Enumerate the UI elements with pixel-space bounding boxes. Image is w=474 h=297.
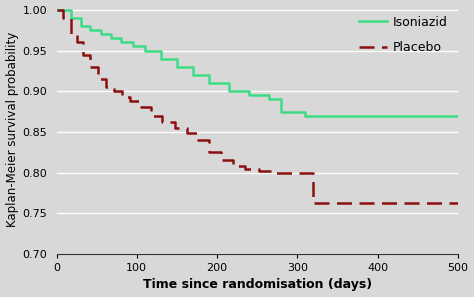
Placebo <box>230 164 236 168</box>
Isoniazid <box>246 94 252 97</box>
Isoniazid <box>174 65 180 69</box>
Isoniazid <box>455 114 461 117</box>
Placebo <box>119 95 125 99</box>
Isoniazid <box>226 89 232 93</box>
Placebo <box>242 168 248 171</box>
Placebo <box>60 16 66 20</box>
X-axis label: Time since randomisation (days): Time since randomisation (days) <box>143 279 372 291</box>
Isoniazid <box>190 73 196 77</box>
Placebo <box>148 114 154 117</box>
Isoniazid <box>266 97 272 101</box>
Placebo <box>54 8 59 12</box>
Placebo <box>173 126 178 129</box>
Placebo <box>138 106 144 109</box>
Isoniazid <box>98 32 103 36</box>
Placebo <box>283 171 288 174</box>
Isoniazid <box>108 37 114 40</box>
Placebo <box>87 65 93 69</box>
Line: Placebo: Placebo <box>56 10 458 203</box>
Y-axis label: Kaplan-Meier survival probability: Kaplan-Meier survival probability <box>6 32 18 228</box>
Placebo <box>256 169 262 173</box>
Placebo <box>455 202 461 205</box>
Placebo <box>206 150 212 154</box>
Placebo <box>271 171 276 174</box>
Placebo <box>218 159 224 162</box>
Isoniazid <box>142 49 148 52</box>
Placebo <box>299 171 304 174</box>
Isoniazid <box>158 57 164 61</box>
Placebo <box>310 202 316 205</box>
Isoniazid <box>302 114 308 117</box>
Placebo <box>95 77 101 81</box>
Isoniazid <box>278 110 284 113</box>
Isoniazid <box>206 81 212 85</box>
Legend: Isoniazid, Placebo: Isoniazid, Placebo <box>356 12 452 58</box>
Placebo <box>194 138 200 142</box>
Placebo <box>160 120 165 124</box>
Placebo <box>103 85 109 89</box>
Placebo <box>128 99 133 103</box>
Placebo <box>111 89 117 93</box>
Placebo <box>74 41 80 44</box>
Isoniazid <box>78 24 83 28</box>
Placebo <box>80 53 86 56</box>
Line: Isoniazid: Isoniazid <box>56 10 458 116</box>
Placebo <box>184 132 190 135</box>
Isoniazid <box>68 16 74 20</box>
Isoniazid <box>118 41 124 44</box>
Isoniazid <box>54 8 59 12</box>
Isoniazid <box>130 45 136 48</box>
Placebo <box>68 32 74 36</box>
Isoniazid <box>87 29 93 32</box>
